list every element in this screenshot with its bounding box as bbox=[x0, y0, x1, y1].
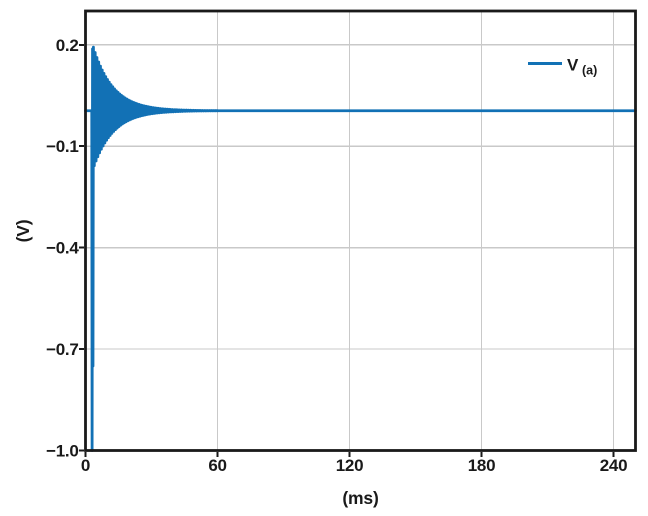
legend: V (a) bbox=[528, 56, 597, 78]
y-tick-label--1: −1.0 bbox=[46, 442, 78, 461]
x-tick-label-240: 240 bbox=[600, 456, 627, 475]
y-tick-label-0.2: 0.2 bbox=[56, 36, 79, 55]
legend-label-subscript: (a) bbox=[582, 64, 597, 78]
gridlines bbox=[85, 11, 636, 451]
x-tick-label-60: 60 bbox=[208, 456, 226, 475]
y-axis-label: (V) bbox=[13, 220, 33, 243]
plot-border bbox=[84, 9, 637, 452]
series-line-va bbox=[84, 45, 637, 452]
legend-label: V bbox=[567, 56, 579, 75]
y-tick-label--0.1: −0.1 bbox=[46, 137, 78, 156]
x-tick-label-180: 180 bbox=[468, 456, 495, 475]
tick-labels: 0 60 120 180 240 0.2 −0.1 −0.4 −0.7 −1.0 bbox=[46, 36, 627, 475]
axis-ticks bbox=[79, 43, 615, 457]
x-tick-label-0: 0 bbox=[81, 456, 90, 475]
y-tick-label--0.4: −0.4 bbox=[46, 239, 79, 258]
y-tick-label--0.7: −0.7 bbox=[46, 340, 78, 359]
x-tick-label-120: 120 bbox=[336, 456, 363, 475]
x-axis-label: (ms) bbox=[342, 488, 378, 508]
